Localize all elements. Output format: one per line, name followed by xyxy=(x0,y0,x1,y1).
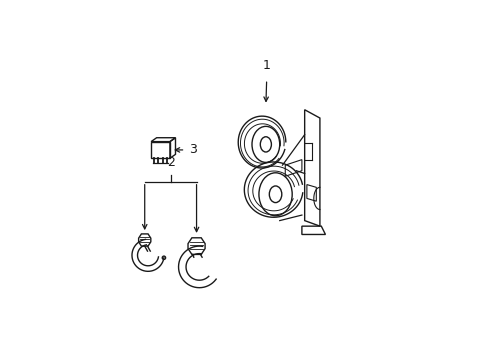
Text: 1: 1 xyxy=(262,59,270,72)
Text: 3: 3 xyxy=(189,143,197,157)
Text: 2: 2 xyxy=(166,156,174,169)
